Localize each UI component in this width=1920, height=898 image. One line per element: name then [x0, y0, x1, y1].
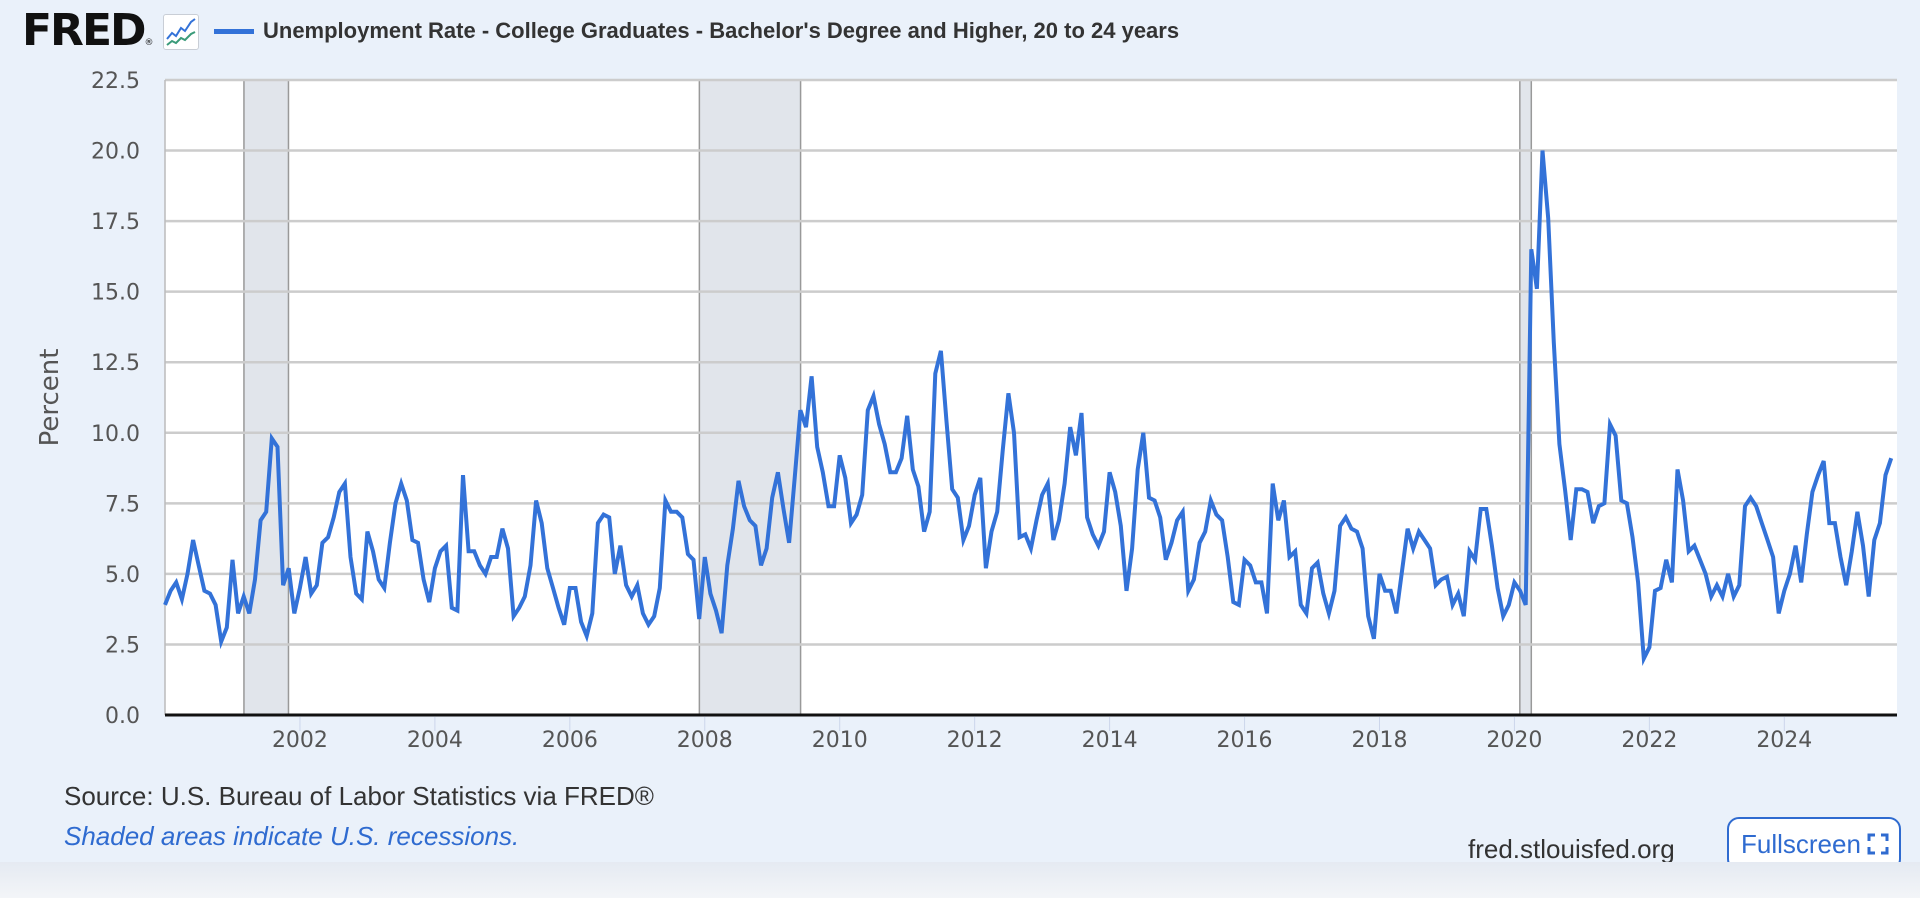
recession-band	[1519, 80, 1532, 715]
expand-icon	[1867, 833, 1889, 855]
x-tick-label: 2008	[677, 728, 733, 753]
x-tick-label: 2004	[407, 728, 463, 753]
site-link[interactable]: fred.stlouisfed.org	[1468, 834, 1675, 864]
fullscreen-label: Fullscreen	[1741, 829, 1861, 859]
legend-label: Unemployment Rate - College Graduates - …	[263, 18, 1180, 43]
y-tick-label: 5.0	[105, 563, 140, 588]
line-chart[interactable]: 0.0 2.5 5.0 7.5 10.0 12.5 15.0 17.5 20.0 22.5 2002…	[0, 0, 1920, 780]
x-tick-label: 2024	[1756, 728, 1812, 753]
chart-header: FRED® Unemployment Rate - College Gradua…	[0, 0, 1920, 62]
x-tick-label: 2016	[1217, 728, 1273, 753]
data-line[interactable]	[163, 150, 1894, 667]
bottom-shadow	[0, 862, 1920, 898]
legend-swatch	[214, 29, 254, 34]
y-tick-label: 10.0	[91, 422, 140, 447]
fred-logo[interactable]: FRED®	[22, 6, 154, 68]
y-tick-label: 15.0	[91, 281, 140, 306]
logo-text: FRED	[22, 5, 147, 56]
x-tick-label: 2012	[947, 728, 1003, 753]
x-tick-label: 2010	[812, 728, 868, 753]
y-tick-label: 20.0	[91, 140, 140, 165]
x-tick-label: 2002	[272, 728, 328, 753]
line-chart-icon[interactable]	[163, 14, 199, 50]
y-tick-label: 22.5	[91, 69, 140, 94]
x-tick-label: 2014	[1082, 728, 1138, 753]
y-tick-label: 12.5	[91, 351, 140, 376]
y-axis-label: Percent	[35, 349, 65, 447]
y-tick-label: 7.5	[105, 492, 140, 517]
x-tick-label: 2022	[1621, 728, 1677, 753]
recession-band	[243, 80, 289, 715]
x-tick-label: 2020	[1486, 728, 1542, 753]
plot-area	[165, 80, 1897, 715]
x-tick-label: 2018	[1351, 728, 1407, 753]
recession-band	[699, 80, 801, 715]
x-tick-label: 2006	[542, 728, 598, 753]
recession-note: Shaded areas indicate U.S. recessions.	[64, 821, 520, 851]
source-text: Source: U.S. Bureau of Labor Statistics …	[64, 781, 654, 811]
y-tick-label: 17.5	[91, 210, 140, 235]
y-tick-label: 0.0	[105, 704, 140, 729]
registered-mark: ®	[144, 38, 154, 48]
y-tick-label: 2.5	[105, 633, 140, 658]
